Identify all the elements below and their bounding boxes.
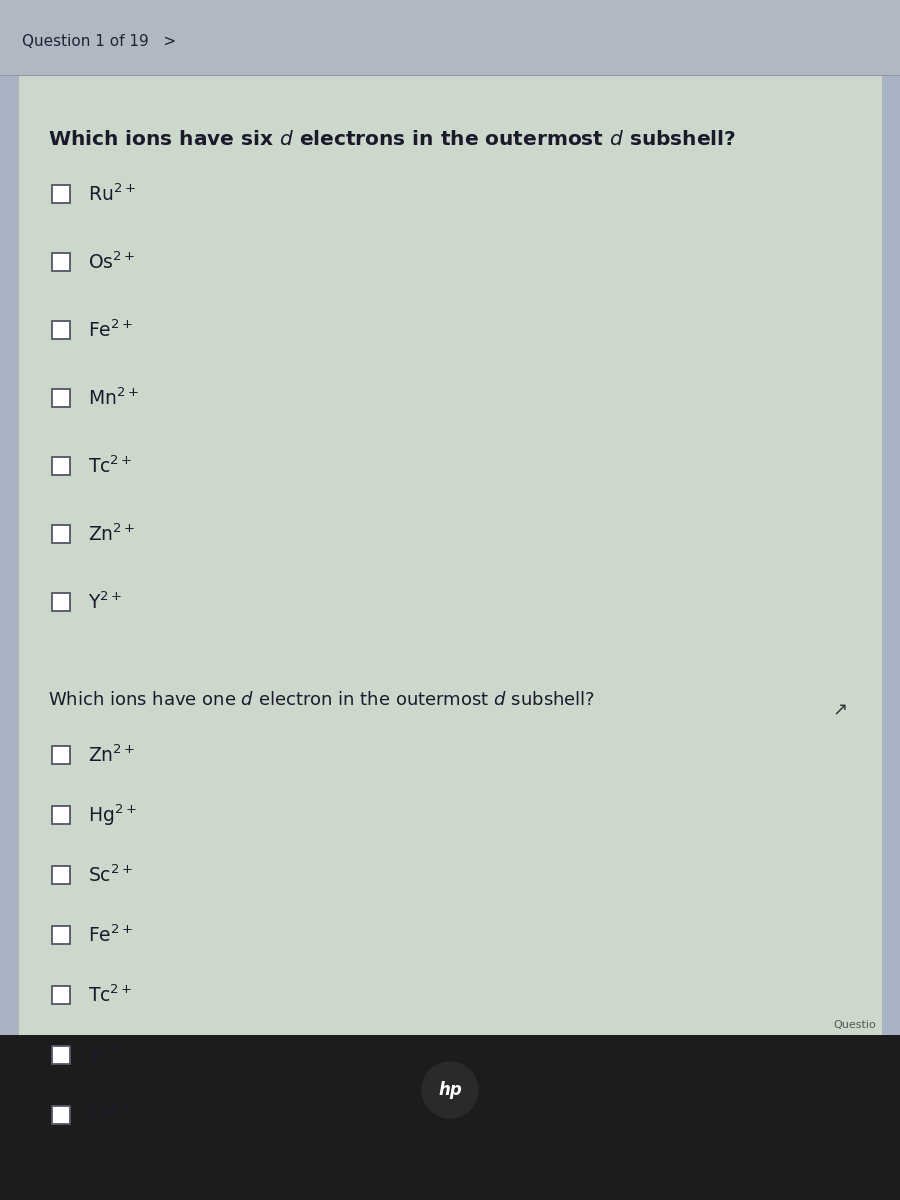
Bar — [52, 526, 70, 542]
Text: Questio: Questio — [833, 1020, 876, 1030]
Bar — [52, 1106, 70, 1124]
Text: Question 1 of 19   >: Question 1 of 19 > — [22, 35, 176, 49]
Text: Zn$^{2+}$: Zn$^{2+}$ — [88, 744, 136, 766]
Text: Sc$^{2+}$: Sc$^{2+}$ — [88, 864, 133, 886]
Text: ↗: ↗ — [832, 701, 848, 719]
Bar — [52, 320, 70, 338]
Text: Fe$^{2+}$: Fe$^{2+}$ — [88, 924, 133, 946]
Bar — [0, 0, 900, 74]
Text: Zn$^{2+}$: Zn$^{2+}$ — [88, 523, 136, 545]
Bar — [52, 389, 70, 407]
Bar — [52, 986, 70, 1004]
Text: Ru$^{2+}$: Ru$^{2+}$ — [88, 184, 136, 205]
Bar — [52, 253, 70, 271]
Text: Cr$^{2+}$: Cr$^{2+}$ — [88, 1104, 131, 1126]
Bar — [52, 185, 70, 203]
Text: Which ions have one $\mathit{d}$ electron in the outermost $\mathit{d}$ subshell: Which ions have one $\mathit{d}$ electro… — [48, 691, 595, 709]
Text: hp: hp — [438, 1081, 462, 1099]
Text: Tc$^{2+}$: Tc$^{2+}$ — [88, 455, 132, 476]
Text: Y$^{2+}$: Y$^{2+}$ — [88, 592, 122, 613]
Text: Y$^{2+}$: Y$^{2+}$ — [88, 1044, 122, 1066]
Bar — [52, 457, 70, 475]
Bar — [52, 866, 70, 884]
Text: Mn$^{2+}$: Mn$^{2+}$ — [88, 388, 139, 409]
Text: Which ions have six $\mathit{d}$ electrons in the outermost $\mathit{d}$ subshel: Which ions have six $\mathit{d}$ electro… — [48, 130, 736, 149]
Text: Hg$^{2+}$: Hg$^{2+}$ — [88, 803, 137, 828]
Bar — [52, 746, 70, 764]
Bar — [52, 806, 70, 824]
Bar — [52, 593, 70, 611]
Text: Os$^{2+}$: Os$^{2+}$ — [88, 251, 135, 272]
Bar — [52, 1046, 70, 1064]
Bar — [18, 74, 882, 1034]
Bar — [0, 1034, 900, 1200]
Circle shape — [422, 1062, 478, 1118]
Text: Fe$^{2+}$: Fe$^{2+}$ — [88, 319, 133, 341]
Bar — [52, 926, 70, 944]
Text: Tc$^{2+}$: Tc$^{2+}$ — [88, 984, 132, 1006]
